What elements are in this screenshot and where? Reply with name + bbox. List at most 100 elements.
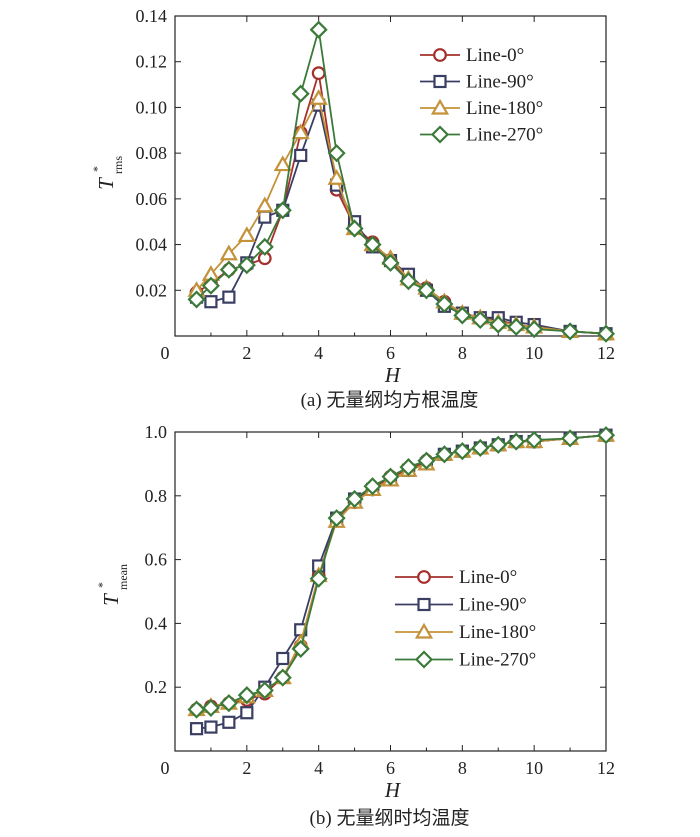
data-point <box>187 700 206 719</box>
data-point <box>399 272 418 291</box>
legend-label: Line-180° <box>466 98 543 119</box>
series-circle <box>189 66 613 341</box>
data-point <box>363 477 382 496</box>
data-point <box>237 226 256 243</box>
legend-label: Line-0° <box>459 567 517 588</box>
y-tick-label: 0.12 <box>136 52 168 72</box>
y-axis-label: T * rms <box>90 156 125 190</box>
data-point <box>309 89 328 105</box>
data-point <box>222 290 236 304</box>
data-point <box>345 219 364 238</box>
data-point <box>561 322 580 341</box>
legend-item: Line-180° <box>420 98 543 119</box>
series-line <box>195 95 607 335</box>
y-axis-label-sup: * <box>90 166 104 172</box>
x-tick-label: 2 <box>242 758 251 778</box>
data-point <box>276 651 290 666</box>
x-tick-label: 4 <box>314 343 323 363</box>
legend-label: Line-0° <box>466 45 524 66</box>
plot-frame <box>174 15 607 337</box>
x-tick-label: 12 <box>597 343 615 363</box>
x-axis-label: H <box>384 778 402 802</box>
data-point <box>435 445 454 464</box>
data-point <box>219 694 238 713</box>
y-tick-label: 1.0 <box>145 422 168 442</box>
legend-item: Line-90° <box>420 72 534 93</box>
y-axis-label-sub: rms <box>111 156 125 174</box>
y-axis-label-main: T <box>99 593 123 606</box>
data-point <box>201 698 220 717</box>
data-point <box>255 681 274 700</box>
x-tick-label: 6 <box>386 758 395 778</box>
x-tick-label: 0 <box>161 343 170 363</box>
y-tick-label: 0.08 <box>136 143 168 163</box>
figure-caption: (a) 无量纲均方根温度 <box>301 389 479 411</box>
data-point <box>561 429 580 448</box>
data-point <box>435 294 454 314</box>
y-axis-label-main: T <box>94 177 118 190</box>
y-tick-label: 0.4 <box>145 613 168 633</box>
data-point <box>273 155 292 172</box>
legend-item: Line-90° <box>395 595 527 616</box>
data-point <box>596 324 616 343</box>
data-point <box>311 66 326 81</box>
legend-marker <box>430 98 450 115</box>
legend-marker <box>417 597 431 612</box>
legend-marker <box>433 74 447 89</box>
data-point <box>294 148 308 163</box>
data-point <box>187 290 206 309</box>
y-tick-label: 0.2 <box>145 677 168 697</box>
legend: Line-0° Line-90° Line-180° Line-270° <box>395 567 536 671</box>
y-tick-label: 0.06 <box>136 189 168 209</box>
y-axis-label: T * mean <box>95 564 130 606</box>
y-tick-label: 0.10 <box>136 97 168 117</box>
x-tick-label: 6 <box>386 343 395 363</box>
series-diamond <box>187 426 616 719</box>
data-point <box>204 720 218 734</box>
data-point <box>237 256 256 275</box>
panel-rms: 0 2 4 6 8 10 12 0.02 0.04 0.06 0.08 0.10 0.12 0.14 H T *… <box>90 6 616 411</box>
data-point <box>417 451 436 470</box>
x-tick-label: 10 <box>525 758 543 778</box>
data-point <box>417 281 436 300</box>
series-circle <box>189 428 613 717</box>
x-axis-label: H <box>384 363 402 387</box>
data-point <box>507 317 526 336</box>
legend-label: Line-90° <box>466 72 534 93</box>
x-tick-label: 10 <box>525 343 543 363</box>
data-point <box>201 276 220 295</box>
legend-item: Line-270° <box>395 650 536 671</box>
data-point <box>204 295 218 309</box>
series-square <box>189 98 613 341</box>
data-point <box>327 169 346 185</box>
data-point <box>489 435 508 454</box>
y-tick-label: 0.02 <box>136 280 168 300</box>
data-point <box>309 20 328 39</box>
series-diamond <box>187 20 616 343</box>
y-tick-label: 0.14 <box>136 6 168 26</box>
data-point <box>525 430 544 450</box>
legend-marker <box>430 125 450 144</box>
data-point <box>291 639 310 658</box>
legend-marker <box>433 48 447 62</box>
legend-item: Line-0° <box>395 567 517 588</box>
legend-marker <box>414 650 434 669</box>
series-line <box>196 434 607 711</box>
data-point <box>525 320 544 339</box>
data-point <box>327 144 346 163</box>
series-triangle <box>187 89 616 341</box>
data-point <box>219 244 238 261</box>
data-point <box>291 84 310 103</box>
data-point <box>255 196 274 213</box>
series-line <box>196 101 607 335</box>
figure-caption: (b) 无量纲时均温度 <box>310 807 470 829</box>
data-point <box>399 458 418 477</box>
data-point <box>327 509 346 528</box>
y-tick-label: 0.6 <box>145 550 168 570</box>
legend: Line-0° Line-90° Line-180° Line-270° <box>420 45 543 146</box>
data-point <box>309 569 328 588</box>
series-line <box>196 72 607 335</box>
data-point <box>381 253 400 272</box>
legend-marker <box>417 570 431 584</box>
